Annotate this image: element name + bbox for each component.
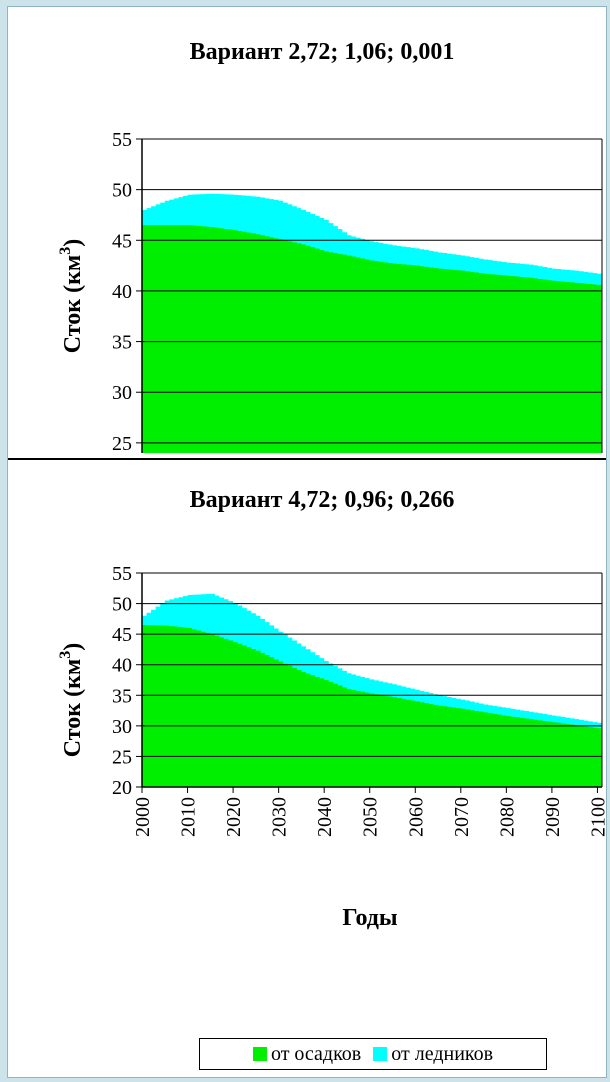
x-tick-label: 2000 xyxy=(132,797,154,837)
x-axis-label: Годы xyxy=(342,905,398,931)
y-tick-label: 25 xyxy=(112,746,132,768)
y-tick-label: 35 xyxy=(112,685,132,707)
x-tick-label: 2030 xyxy=(269,797,291,837)
y-tick-label: 40 xyxy=(112,655,132,677)
y-tick-label: 40 xyxy=(112,281,132,303)
x-tick-label: 2100 xyxy=(587,797,606,837)
area-precip xyxy=(142,225,602,453)
figure-frame: Вариант 2,72; 1,06; 0,001 25 30 35 40 45 50 55 С… xyxy=(7,6,607,1078)
x-tick-label: 2060 xyxy=(405,797,427,837)
y-tick-label: 45 xyxy=(112,624,132,646)
chart-title: Вариант 4,72; 0,96; 0,266 xyxy=(190,487,455,513)
x-tick-label: 2020 xyxy=(223,797,245,837)
y-axis-label: Сток (км3) xyxy=(57,643,86,757)
y-tick-label: 30 xyxy=(112,716,132,738)
x-tick-label: 2080 xyxy=(496,797,518,837)
chart-title: Вариант 2,72; 1,06; 0,001 xyxy=(190,39,455,65)
y-tick-label: 50 xyxy=(112,594,132,616)
legend: от осадков от ледников xyxy=(199,1038,547,1070)
x-tick-label: 2050 xyxy=(360,797,382,837)
y-tick-label: 35 xyxy=(112,332,132,354)
legend-swatch-precip xyxy=(252,1047,267,1061)
y-tick-label: 30 xyxy=(112,382,132,404)
y-tick-label: 55 xyxy=(112,129,132,151)
y-tick-label: 25 xyxy=(112,433,132,455)
y-tick-label: 45 xyxy=(112,230,132,252)
x-tick-label: 2090 xyxy=(542,797,564,837)
x-tick-label: 2070 xyxy=(451,797,473,837)
legend-swatch-glacier xyxy=(373,1047,388,1061)
chart-canvas: Вариант 2,72; 1,06; 0,001 25 30 35 40 45 50 55 С… xyxy=(57,39,606,931)
legend-label-glacier: от ледников xyxy=(391,1042,494,1065)
legend-label-precip: от осадков xyxy=(270,1042,362,1065)
chart-2: Вариант 4,72; 0,96; 0,266 20 25 30 35 40 45 50 5… xyxy=(57,487,606,931)
y-tick-label: 50 xyxy=(112,180,132,202)
chart-1: Вариант 2,72; 1,06; 0,001 25 30 35 40 45 50 55 С… xyxy=(57,39,603,455)
y-tick-label: 55 xyxy=(112,563,132,585)
area-precip xyxy=(142,624,602,787)
y-axis-label: Сток (км3) xyxy=(57,239,86,353)
legend-item-precip: от осадков xyxy=(252,1042,362,1066)
y-tick-label: 20 xyxy=(112,777,132,799)
legend-item-glacier: от ледников xyxy=(373,1043,493,1066)
panel-divider xyxy=(8,458,606,460)
x-tick-label: 2010 xyxy=(178,797,200,837)
x-tick-label: 2040 xyxy=(314,797,336,837)
